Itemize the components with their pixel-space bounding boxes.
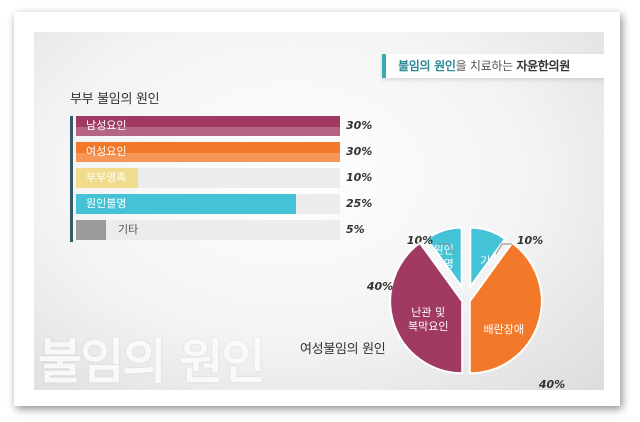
bar-category-label: 부부영촉 — [86, 171, 127, 184]
bar-chart-axis — [70, 116, 73, 242]
bar — [76, 168, 138, 188]
bar-track — [76, 168, 340, 188]
pie-slice-label: 난관 및 복막요인 — [408, 306, 448, 333]
bar-row: 부부영촉 10% — [76, 168, 386, 188]
pie-slice — [468, 241, 543, 375]
pie-leader-line — [438, 243, 455, 255]
pie-value-label: 40% — [538, 378, 565, 390]
banner-clinic-name: 자윤한의원 — [516, 59, 571, 73]
pie-value-label: 10% — [517, 234, 543, 247]
bar-category-label: 여성요인 — [86, 145, 127, 158]
bar-category-label: 기타 — [118, 223, 139, 236]
bar-track — [76, 220, 340, 240]
bar — [76, 194, 296, 214]
pie-slice-label: 원인 불명 — [434, 244, 454, 271]
banner-highlight: 불임의 원인 — [398, 59, 456, 73]
pie-value-label: 10% — [407, 234, 433, 247]
bar — [76, 116, 340, 136]
bar-category-label: 남성요인 — [86, 119, 127, 132]
pie-slice — [469, 226, 507, 290]
bar — [76, 142, 340, 162]
bar-chart-title: 부부 불임의 원인 — [70, 92, 160, 107]
pie-slice-label: 배란장애 — [484, 323, 524, 336]
bar-value-label: 5% — [346, 223, 365, 236]
bar-row: 기타 5% — [76, 220, 386, 240]
bar-row: 원인불명 25% — [76, 194, 386, 214]
watermark-title: 불임의 원인 — [38, 334, 266, 390]
pie-slice — [425, 226, 463, 290]
bar-category-label: 원인불명 — [86, 197, 127, 210]
pie-chart-title: 여성불임의 원인 — [300, 342, 386, 357]
bar-value-label: 10% — [346, 171, 373, 184]
pie-slice — [389, 241, 464, 375]
bar-value-label: 30% — [346, 119, 373, 132]
banner-text: 을 치료하는 — [455, 59, 517, 73]
bar-row: 남성요인 30% — [76, 116, 386, 136]
clinic-banner: 불임의 원인을 치료하는 자윤한의원 — [382, 54, 604, 78]
bar-value-label: 30% — [346, 145, 373, 158]
bar-value-label: 25% — [346, 197, 373, 210]
infographic-panel: 불임의 원인을 치료하는 자윤한의원 부부 불임의 원인 남성요인 30% 여성요인… — [34, 32, 604, 390]
pie-value-label: 40% — [366, 280, 393, 293]
bar-row: 여성요인 30% — [76, 142, 386, 162]
pie-leader-line — [495, 243, 512, 255]
bar — [76, 220, 106, 240]
